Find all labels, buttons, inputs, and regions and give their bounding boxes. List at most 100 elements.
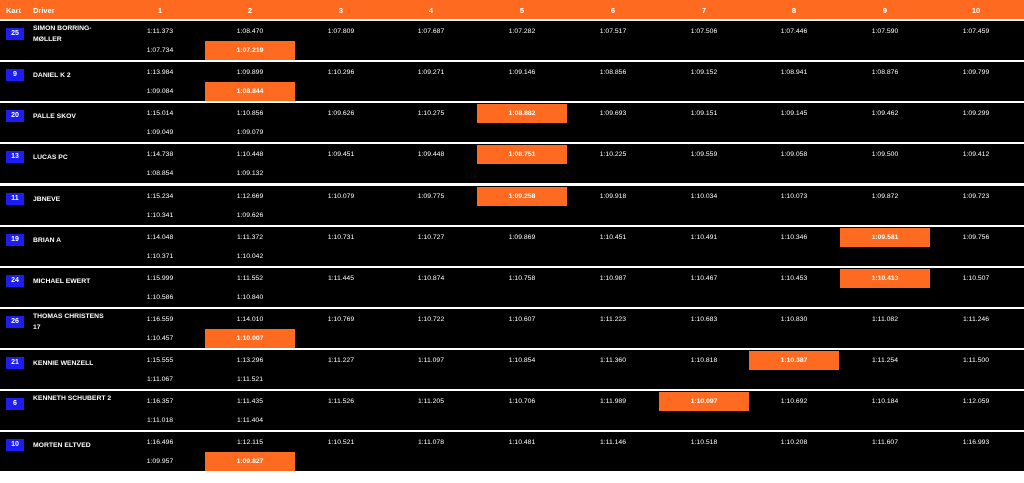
lap-time: 1:16.559 bbox=[146, 316, 174, 323]
driver-name: PALLE SKOV bbox=[33, 113, 76, 120]
kart-number-badge: 9 bbox=[6, 69, 24, 81]
lap-time: 1:09.869 bbox=[508, 234, 536, 241]
driver-row: 13 LUCAS PC 1:14.738 1:10.448 1:09.451 1:09.4… bbox=[0, 144, 1024, 183]
best-lap-time: 1:10.413 bbox=[840, 269, 930, 288]
driver-name: SIMON BORRING-MØLLER bbox=[33, 25, 92, 43]
lap-time: 1:14.010 bbox=[236, 316, 264, 323]
lap-time: 1:09.299 bbox=[962, 110, 990, 117]
lap-time: 1:07.446 bbox=[780, 28, 808, 35]
kart-number-badge: 24 bbox=[6, 275, 24, 287]
lap-time: 1:15.999 bbox=[146, 275, 174, 282]
lap-time: 1:11.205 bbox=[418, 398, 444, 405]
lap-time: 1:10.987 bbox=[599, 275, 627, 282]
lap-time: 1:08.941 bbox=[780, 69, 808, 76]
lap-time: 1:10.683 bbox=[690, 316, 718, 323]
lap-column-header: 4 bbox=[428, 6, 434, 15]
driver-name: BRIAN A bbox=[33, 237, 62, 244]
driver-name: DANIEL K 2 bbox=[33, 72, 71, 79]
lap-time: 1:10.507 bbox=[962, 275, 990, 282]
kart-number-badge: 6 bbox=[6, 398, 24, 410]
lap-time: 1:09.151 bbox=[690, 110, 718, 117]
lap-column-header: 3 bbox=[338, 6, 344, 15]
lap-time: 1:11.067 bbox=[147, 376, 173, 383]
lap-time: 1:15.014 bbox=[146, 110, 174, 117]
lap-time: 1:15.234 bbox=[146, 193, 174, 200]
lap-time: 1:10.586 bbox=[146, 294, 174, 301]
lap-time: 1:11.989 bbox=[600, 398, 626, 405]
lap-time: 1:09.775 bbox=[417, 193, 445, 200]
lap-time: 1:10.830 bbox=[780, 316, 808, 323]
lap-time: 1:11.227 bbox=[328, 357, 354, 364]
lap-time: 1:16.496 bbox=[146, 439, 174, 446]
kart-number-badge: 20 bbox=[6, 110, 24, 122]
lap-time: 1:09.693 bbox=[599, 110, 627, 117]
lap-time: 1:11.254 bbox=[872, 357, 898, 364]
lap-time: 1:09.271 bbox=[417, 69, 445, 76]
driver-row: 24 MICHAEL EWERT 1:15.999 1:11.552 1:11.445 1… bbox=[0, 268, 1024, 307]
driver-name: LUCAS PC bbox=[33, 154, 68, 161]
lap-time: 1:10.346 bbox=[780, 234, 808, 241]
lap-time: 1:11.372 bbox=[237, 234, 263, 241]
lap-time: 1:11.097 bbox=[418, 357, 444, 364]
lap-time: 1:10.225 bbox=[599, 151, 627, 158]
kart-number-badge: 26 bbox=[6, 316, 24, 328]
lap-time: 1:15.555 bbox=[146, 357, 174, 364]
lap-time: 1:09.626 bbox=[236, 212, 264, 219]
lap-time: 1:10.769 bbox=[327, 316, 355, 323]
lap-time: 1:11.500 bbox=[963, 357, 989, 364]
lap-time: 1:10.079 bbox=[327, 193, 355, 200]
lap-column-header: 1 bbox=[157, 6, 163, 15]
lap-time: 1:10.481 bbox=[508, 439, 536, 446]
lap-time: 1:13.984 bbox=[146, 69, 174, 76]
driver-name: MICHAEL EWERT bbox=[33, 278, 91, 285]
lap-time: 1:10.840 bbox=[236, 294, 264, 301]
lap-time: 1:10.521 bbox=[327, 439, 355, 446]
lap-time: 1:07.459 bbox=[962, 28, 990, 35]
lap-time: 1:11.246 bbox=[963, 316, 989, 323]
lap-time: 1:10.275 bbox=[417, 110, 445, 117]
lap-column-header: 8 bbox=[791, 6, 797, 15]
lap-time: 1:11.526 bbox=[328, 398, 354, 405]
lap-time: 1:09.049 bbox=[146, 129, 174, 136]
lap-time: 1:07.282 bbox=[508, 28, 536, 35]
best-lap-time: 1:10.387 bbox=[749, 351, 839, 370]
driver-name: THOMAS CHRISTENS 17 bbox=[33, 313, 104, 331]
kart-number-badge: 25 bbox=[6, 28, 24, 40]
lap-time: 1:10.607 bbox=[508, 316, 536, 323]
driver-row: 19 BRIAN A 1:14.048 1:11.372 1:10.731 1:10.72… bbox=[0, 227, 1024, 266]
kart-number-badge: 19 bbox=[6, 234, 24, 246]
lap-time: 1:10.467 bbox=[690, 275, 718, 282]
lap-time: 1:09.451 bbox=[327, 151, 355, 158]
lap-time: 1:12.059 bbox=[962, 398, 990, 405]
lap-time: 1:10.073 bbox=[780, 193, 808, 200]
lap-time: 1:09.079 bbox=[236, 129, 264, 136]
lap-time: 1:10.706 bbox=[508, 398, 536, 405]
lap-column-header: 10 bbox=[971, 6, 981, 15]
kart-number-badge: 10 bbox=[6, 439, 24, 451]
lap-time: 1:10.731 bbox=[327, 234, 355, 241]
driver-column-header: Driver bbox=[33, 6, 55, 15]
lap-column-header: 2 bbox=[247, 6, 253, 15]
lap-time: 1:10.034 bbox=[690, 193, 718, 200]
lap-time: 1:09.723 bbox=[962, 193, 990, 200]
lap-time: 1:08.856 bbox=[599, 69, 627, 76]
lap-time: 1:13.296 bbox=[236, 357, 264, 364]
lap-time: 1:10.371 bbox=[146, 253, 174, 260]
lap-time: 1:10.727 bbox=[417, 234, 445, 241]
lap-time: 1:11.445 bbox=[328, 275, 354, 282]
lap-time: 1:10.818 bbox=[690, 357, 718, 364]
lap-time: 1:09.957 bbox=[146, 458, 174, 465]
lap-time: 1:11.373 bbox=[147, 28, 173, 35]
lap-time: 1:08.876 bbox=[871, 69, 899, 76]
lap-time: 1:10.856 bbox=[236, 110, 264, 117]
best-lap-time: 1:08.882 bbox=[477, 104, 567, 123]
lap-time: 1:10.518 bbox=[690, 439, 718, 446]
lap-time: 1:11.552 bbox=[237, 275, 263, 282]
best-lap-time: 1:08.844 bbox=[205, 82, 295, 101]
lap-time: 1:11.146 bbox=[600, 439, 626, 446]
lap-time: 1:10.453 bbox=[780, 275, 808, 282]
lap-time: 1:10.491 bbox=[690, 234, 718, 241]
lap-time: 1:09.918 bbox=[599, 193, 627, 200]
lap-column-header: 7 bbox=[701, 6, 707, 15]
